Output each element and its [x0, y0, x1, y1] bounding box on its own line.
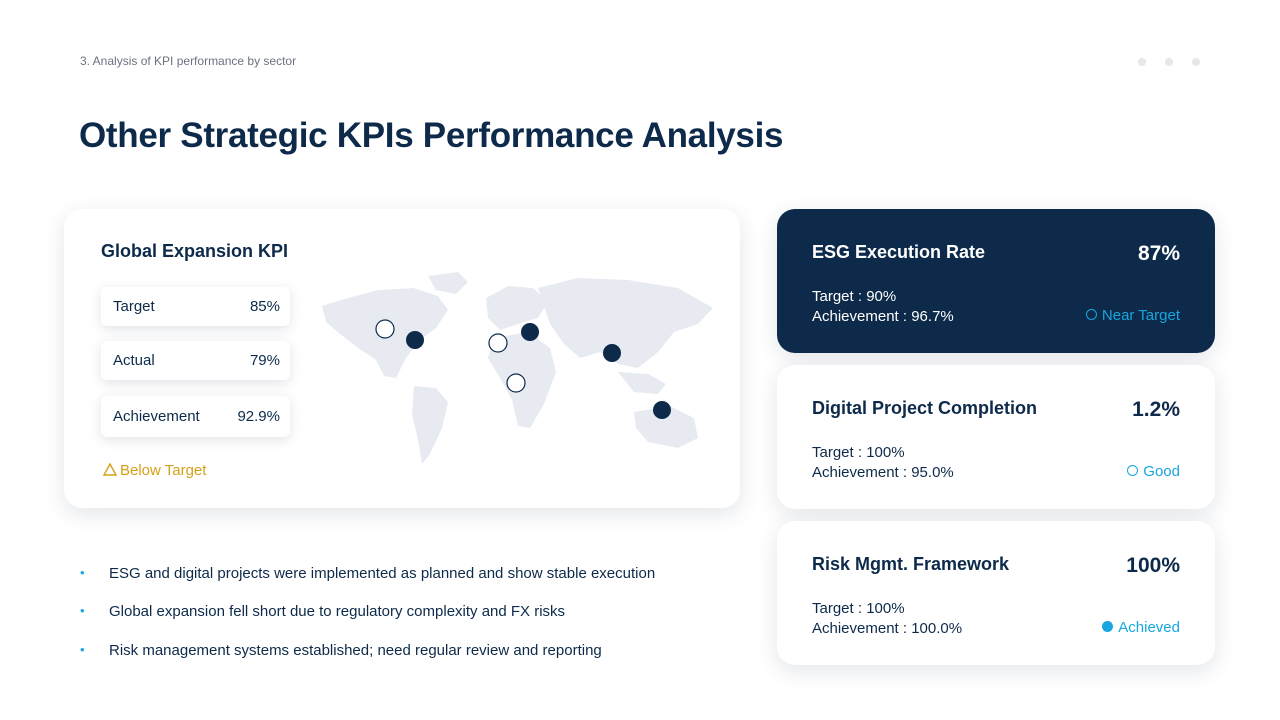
row-label: Actual: [113, 352, 155, 369]
card-title: Risk Mgmt. Framework: [812, 554, 1010, 574]
nav-dot: [1165, 58, 1173, 66]
marker-open: [488, 333, 508, 353]
markers: [375, 319, 671, 419]
nav-dot: [1192, 58, 1200, 66]
marker-filled: [603, 344, 621, 362]
kpi-row: Target 85%: [101, 287, 290, 326]
card-target: Target : 100%: [812, 600, 905, 617]
card-target: Target : 90%: [812, 288, 897, 305]
row-value: 79%: [249, 352, 280, 369]
bullet-dot: •: [80, 642, 85, 657]
kpi-card: Risk Mgmt. Framework 100% Target : 100% …: [777, 521, 1215, 665]
marker-open: [375, 319, 395, 339]
card-status: Good: [1127, 463, 1180, 480]
row-label: Target: [113, 298, 155, 315]
marker-open: [506, 373, 526, 393]
card-value: 1.2%: [1132, 398, 1180, 421]
row-label: Achievement: [113, 408, 200, 425]
card-value: 87%: [1137, 242, 1180, 265]
nav-dot: [1138, 58, 1146, 66]
status-icon: [1085, 309, 1097, 320]
card-target: Target : 100%: [812, 444, 905, 461]
card-title: Digital Project Completion: [812, 398, 1038, 418]
bullet-text: Global expansion fell short due to regul…: [109, 603, 566, 620]
bullet-dot: •: [80, 565, 85, 580]
kpi-row: Achievement 92.9%: [101, 396, 290, 437]
row-value: 92.9%: [237, 408, 280, 425]
marker-filled: [521, 323, 539, 341]
card-achievement: Achievement : 100.0%: [812, 620, 963, 637]
kpi-card: ESG Execution Rate 87% Target : 90% Achi…: [777, 209, 1215, 353]
bullet-text: ESG and digital projects were implemente…: [109, 565, 656, 582]
world-map: [322, 272, 713, 464]
status-text: Achieved: [1118, 619, 1180, 636]
card-achievement: Achievement : 95.0%: [812, 464, 954, 481]
card-title: ESG Execution Rate: [812, 242, 986, 262]
kpi-card: Digital Project Completion 1.2% Target :…: [777, 365, 1215, 509]
card-status: Near Target: [1085, 307, 1180, 324]
section-label: 3. Analysis of KPI performance by sector: [80, 54, 297, 68]
status-icon: [1102, 621, 1114, 632]
row-value: 85%: [249, 298, 280, 315]
bullet-text: Risk management systems established; nee…: [109, 642, 602, 659]
status-icon: [1127, 465, 1139, 476]
marker-filled: [406, 331, 424, 349]
continents: [322, 272, 713, 464]
status-text: Below Target: [120, 462, 207, 479]
status-text: Near Target: [1101, 307, 1180, 324]
status: Below Target: [102, 462, 207, 479]
card-status: Achieved: [1102, 619, 1180, 636]
card-value: 100%: [1126, 554, 1180, 577]
warning-icon: [102, 462, 118, 476]
slide-title: Other Strategic KPIs Performance Analysi…: [79, 116, 784, 155]
kpi-row: Actual 79%: [101, 341, 290, 380]
card-achievement: Achievement : 96.7%: [812, 308, 954, 325]
bullet-dot: •: [80, 603, 85, 618]
marker-filled: [653, 401, 671, 419]
status-text: Good: [1143, 463, 1180, 480]
card-title: Global Expansion KPI: [101, 241, 289, 261]
